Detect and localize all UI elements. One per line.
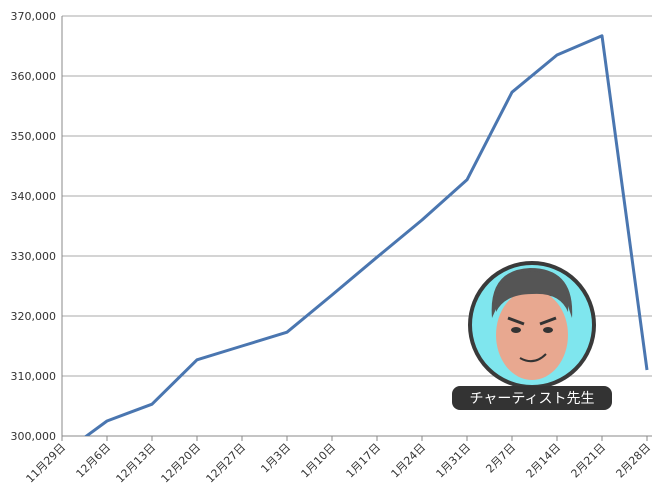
- y-tick-label: 370,000: [11, 10, 57, 23]
- x-tick-label: 12月27日: [204, 441, 249, 486]
- x-tick-label: 2月21日: [569, 441, 609, 481]
- x-tick-label: 12月13日: [114, 441, 159, 486]
- x-tick-label: 11月29日: [24, 441, 69, 486]
- y-tick-label: 330,000: [11, 250, 57, 263]
- x-tick-label: 1月24日: [389, 441, 429, 481]
- y-tick-label: 360,000: [11, 70, 57, 83]
- y-tick-label: 310,000: [11, 370, 57, 383]
- y-tick-label: 350,000: [11, 130, 57, 143]
- y-tick-label: 340,000: [11, 190, 57, 203]
- line-series: [84, 34, 649, 436]
- x-tick-label: 1月3日: [258, 441, 293, 476]
- x-tick-label: 1月31日: [434, 441, 474, 481]
- x-tick-label: 1月10日: [299, 441, 339, 481]
- y-tick-label: 300,000: [11, 430, 57, 443]
- mascot: チャーティスト先生: [452, 261, 612, 410]
- y-tick-label: 320,000: [11, 310, 57, 323]
- x-tick-label: 12月20日: [159, 441, 204, 486]
- x-tick-label: 2月14日: [524, 441, 564, 481]
- x-tick-label: 2月7日: [483, 441, 518, 476]
- x-tick-label: 1月17日: [344, 441, 384, 481]
- x-tick-label: 2月28日: [614, 441, 654, 481]
- mascot-label: チャーティスト先生: [469, 391, 594, 407]
- x-tick-label: 12月6日: [74, 441, 114, 481]
